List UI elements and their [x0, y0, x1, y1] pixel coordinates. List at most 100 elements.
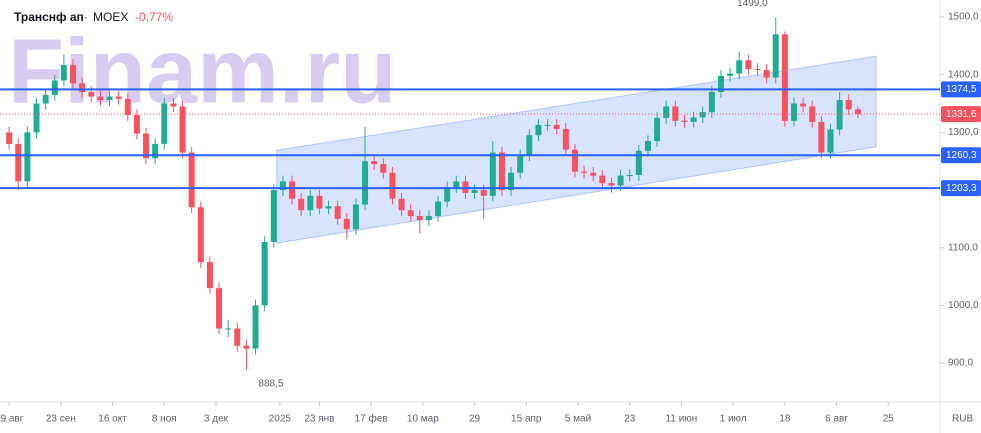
candle-body [42, 94, 49, 104]
candle-body [763, 70, 770, 78]
x-tick-label: 18 [779, 414, 791, 425]
candle-body [781, 34, 788, 121]
candle-body [170, 103, 177, 107]
candle-body [736, 60, 743, 74]
candle-body [471, 190, 478, 193]
x-tick-label: 6 авг [825, 414, 848, 425]
candle-body [289, 181, 296, 199]
candle-body [51, 80, 58, 95]
candle-body [635, 150, 642, 176]
candle-body [663, 106, 670, 118]
candle-body [498, 152, 505, 191]
y-tick-label: 900,0 [948, 358, 973, 369]
candle-body [681, 120, 688, 122]
candle-body [325, 206, 332, 209]
candle-body [152, 143, 159, 159]
candle-body [590, 172, 597, 176]
candle-body [352, 204, 359, 230]
candle-body [6, 132, 13, 144]
candle-body [298, 198, 305, 211]
candle-body [371, 161, 378, 165]
candle-body [197, 207, 204, 263]
candle-body [717, 75, 724, 92]
candle-body [745, 60, 752, 69]
candle-body [544, 124, 551, 126]
x-tick-label: 15 апр [511, 414, 542, 425]
candle-body [225, 328, 232, 330]
candle-body [133, 115, 140, 134]
x-tick-label: 16 окт [98, 414, 127, 425]
x-tick-label: 29 [469, 414, 481, 425]
candle-body [699, 112, 706, 118]
candle-body [343, 218, 350, 230]
x-tick-label: 23 [624, 414, 636, 425]
candle-body [644, 141, 651, 151]
candle-body [425, 216, 432, 221]
candle-body [70, 64, 77, 84]
candle-body [845, 100, 852, 110]
x-tick-label: 23 янв [304, 414, 334, 425]
last-price-label: 1331,6 [946, 109, 977, 120]
candle-body [754, 68, 761, 71]
separator-dot: · [84, 10, 88, 24]
candle-body [809, 106, 816, 122]
candle-body [270, 190, 277, 242]
x-tick-label: 8 ноя [152, 414, 177, 425]
x-tick-label: 2025 [269, 414, 292, 425]
candle-body [836, 100, 843, 130]
candle-body [508, 172, 515, 191]
candle-body [179, 106, 186, 153]
min-label: 888,5 [258, 378, 283, 389]
candle-body [252, 305, 259, 349]
candle-body [316, 195, 323, 209]
candle-body [307, 195, 314, 211]
candle-body [435, 201, 442, 217]
plot-area [6, 17, 877, 370]
candle-body [124, 98, 131, 116]
candle-body [526, 135, 533, 156]
level-badge [941, 147, 981, 164]
candle-body [708, 91, 715, 113]
exchange: MOEX [93, 10, 128, 24]
x-tick-label: 25 [883, 414, 895, 425]
candle-body [535, 124, 542, 136]
candle-body [143, 133, 150, 159]
candle-body [380, 164, 387, 173]
x-tick-label: 29 авг [0, 414, 24, 425]
x-tick-label: 23 сен [46, 414, 76, 425]
level-label: 1203,3 [946, 183, 977, 194]
currency: RUB [952, 414, 973, 425]
last-price-badge [941, 106, 981, 123]
max-label: 1499,0 [737, 0, 768, 9]
candle-body [261, 241, 268, 306]
level-label: 1260,3 [946, 150, 977, 161]
candle-body [489, 152, 496, 196]
candle-body [654, 117, 661, 142]
candle-body [60, 64, 67, 81]
level-label: 1374,5 [946, 84, 977, 95]
x-tick-label: 3 дек [204, 414, 229, 425]
candle-body [206, 262, 213, 289]
candle-body [626, 175, 633, 177]
candle-body [827, 129, 834, 153]
ticker[interactable]: Транснф ап [14, 10, 84, 24]
candle-body [334, 206, 341, 219]
candle-body [672, 106, 679, 121]
x-tick-label: 5 май [565, 414, 591, 425]
level-badge [941, 81, 981, 98]
y-tick-label: 1400,0 [948, 69, 979, 80]
candle-body [106, 96, 113, 101]
candle-body [517, 155, 524, 173]
candle-body [389, 172, 396, 199]
candle-body [97, 96, 104, 101]
x-tick-label: 17 фев [355, 413, 388, 425]
candle-body [690, 117, 697, 122]
candle-body [88, 91, 95, 97]
candle-body [599, 175, 606, 184]
candle-body [79, 83, 86, 92]
candle-body [33, 103, 40, 133]
candle-body [398, 198, 405, 211]
y-tick-label: 1000,0 [948, 300, 979, 311]
candle-body [854, 109, 861, 115]
